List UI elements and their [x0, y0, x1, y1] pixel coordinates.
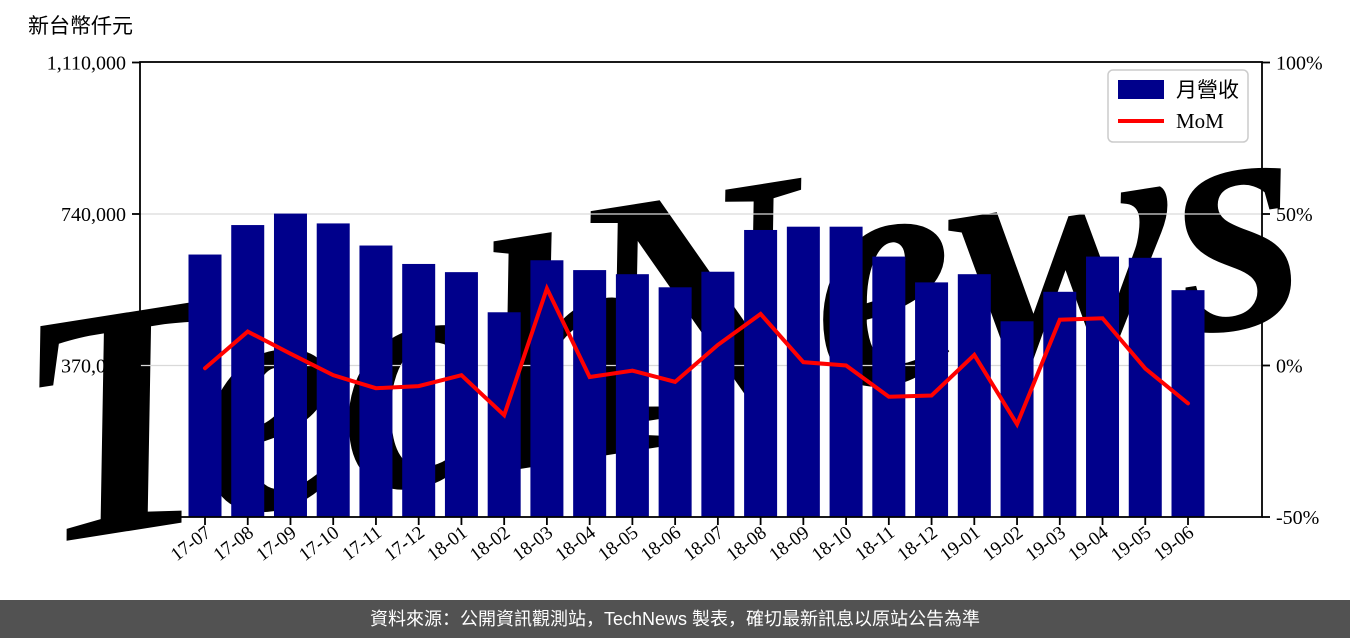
x-tick-label-18-10: 18-10	[808, 522, 856, 565]
footer-source-bar: 資料來源：公開資訊觀測站，TechNews 製表，確切最新訊息以原站公告為準	[0, 600, 1350, 638]
revenue-bar-17-07	[188, 254, 222, 517]
x-tick-label-18-06: 18-06	[637, 522, 685, 565]
legend-line-label: MoM	[1176, 109, 1224, 133]
r-tick-label: -50%	[1276, 507, 1319, 529]
revenue-bar-18-09	[786, 226, 820, 517]
revenue-bar-19-03	[1043, 291, 1077, 517]
revenue-bar-18-05	[615, 274, 649, 517]
y-axis-unit-title: 新台幣仟元	[28, 14, 133, 38]
r-tick-label: 0%	[1276, 356, 1303, 378]
revenue-bar-18-03	[530, 260, 564, 517]
revenue-bar-18-06	[658, 287, 692, 517]
x-tick-label-18-11: 18-11	[851, 522, 898, 565]
legend-bar-swatch	[1118, 80, 1164, 99]
x-tick-label-18-08: 18-08	[723, 522, 771, 565]
x-tick-label-18-09: 18-09	[765, 522, 813, 565]
revenue-bar-19-04	[1086, 256, 1120, 517]
revenue-bar-19-01	[957, 274, 991, 517]
revenue-bar-17-12	[402, 263, 436, 517]
revenue-bar-17-11	[359, 245, 393, 517]
legend: 月營收 MoM	[1107, 69, 1249, 143]
x-tick-label-19-01: 19-01	[936, 522, 984, 565]
revenue-bar-17-08	[231, 225, 265, 517]
mom-line	[203, 283, 1190, 429]
x-tick-label-19-03: 19-03	[1022, 522, 1070, 565]
x-tick-label-19-06: 19-06	[1150, 522, 1198, 565]
revenue-bar-18-12	[915, 282, 949, 517]
y-tick-label: 740,000	[61, 204, 126, 226]
legend-bar-label: 月營收	[1176, 78, 1239, 102]
x-tick-label-19-04: 19-04	[1064, 522, 1112, 566]
x-tick-label-18-12: 18-12	[894, 522, 942, 565]
plot-frame	[139, 61, 1263, 518]
x-tick-label-19-02: 19-02	[979, 522, 1027, 565]
revenue-bar-18-08	[744, 229, 778, 517]
y-tick-label: 0	[116, 507, 126, 529]
r-tick-label: 50%	[1276, 204, 1313, 226]
revenue-bar-18-04	[573, 270, 607, 517]
y-tick-label: 1,110,000	[47, 53, 126, 75]
revenue-bar-17-09	[273, 213, 307, 517]
revenue-bar-18-01	[444, 272, 478, 517]
revenue-chart: Tech News 0370,000740,0001,110,000-50%0%…	[0, 14, 1326, 616]
revenue-bar-19-05	[1128, 257, 1162, 517]
x-tick-label-19-05: 19-05	[1107, 522, 1155, 565]
y-tick-label: 370,000	[61, 356, 126, 378]
x-tick-label-18-07: 18-07	[680, 522, 728, 565]
r-tick-label: 100%	[1276, 53, 1323, 75]
revenue-bar-18-07	[701, 271, 735, 517]
